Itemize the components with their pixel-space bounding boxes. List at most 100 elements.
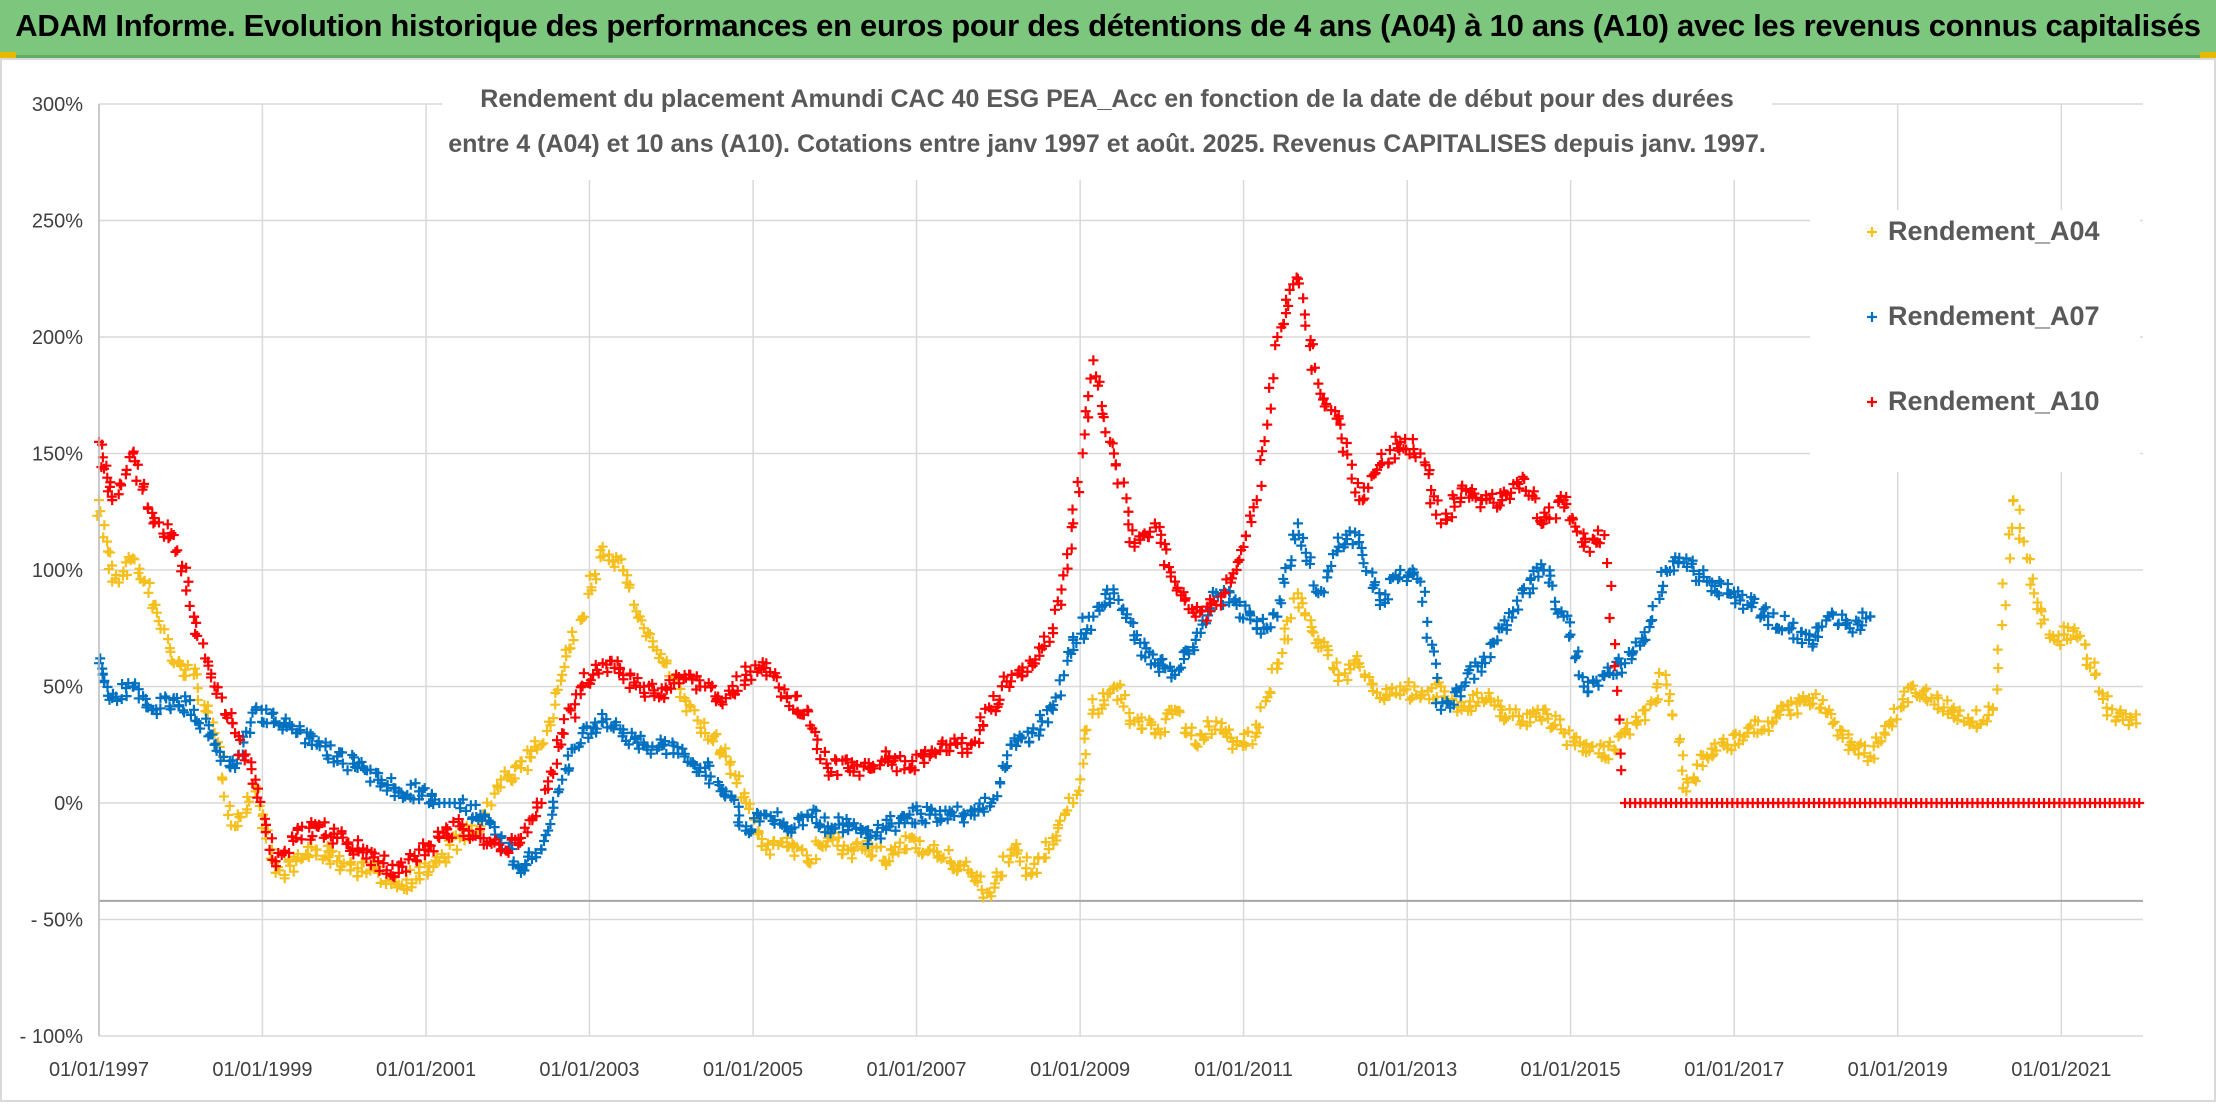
data-point <box>323 753 334 764</box>
data-point <box>1257 446 1268 457</box>
data-point <box>553 787 564 798</box>
data-point <box>1203 721 1214 732</box>
data-point <box>1975 718 1986 729</box>
data-point <box>1390 431 1401 442</box>
data-point <box>262 825 273 836</box>
data-point <box>1298 293 1309 304</box>
data-point <box>841 754 852 765</box>
data-point <box>1555 714 1566 725</box>
data-point <box>862 838 873 849</box>
data-point <box>1080 406 1091 417</box>
data-point <box>455 803 466 814</box>
data-point <box>519 865 530 876</box>
data-point <box>647 636 658 647</box>
data-point <box>264 844 275 855</box>
data-point <box>597 709 608 720</box>
data-point <box>1028 723 1039 734</box>
data-point <box>1242 726 1253 737</box>
data-point <box>284 848 295 859</box>
data-point <box>1011 740 1022 751</box>
data-point <box>715 696 726 707</box>
data-point <box>1571 526 1582 537</box>
data-point <box>545 720 556 731</box>
data-point <box>1055 815 1066 826</box>
data-point <box>1080 749 1091 760</box>
data-point <box>1184 648 1195 659</box>
data-point <box>99 675 110 686</box>
data-point <box>365 764 376 775</box>
data-point <box>1055 690 1066 701</box>
data-point <box>1284 284 1295 295</box>
data-point <box>239 755 250 766</box>
data-point <box>1083 391 1094 402</box>
data-point <box>1051 830 1062 841</box>
data-point <box>1681 786 1692 797</box>
data-point <box>106 491 117 502</box>
data-point <box>336 828 347 839</box>
data-point <box>1357 549 1368 560</box>
data-point <box>1422 616 1433 627</box>
data-point <box>1160 663 1171 674</box>
data-point <box>1604 613 1615 624</box>
data-point <box>233 731 244 742</box>
data-point <box>1609 661 1620 672</box>
data-point <box>623 739 634 750</box>
data-point <box>1551 513 1562 524</box>
data-point <box>192 683 203 694</box>
data-point <box>789 822 800 833</box>
data-point <box>632 673 643 684</box>
data-point <box>917 849 928 860</box>
data-point <box>163 634 174 645</box>
data-point <box>1278 573 1289 584</box>
data-point <box>1170 576 1181 587</box>
data-point <box>1147 649 1158 660</box>
data-point <box>1513 478 1524 489</box>
data-point <box>1346 459 1357 470</box>
data-point <box>1359 493 1370 504</box>
data-point <box>1335 419 1346 430</box>
data-point <box>1281 294 1292 305</box>
data-point <box>1383 457 1394 468</box>
data-point <box>1420 460 1431 471</box>
data-point <box>1807 698 1818 709</box>
data-point <box>1121 493 1132 504</box>
data-point <box>1810 689 1821 700</box>
data-point <box>1842 617 1853 628</box>
data-point <box>1224 724 1235 735</box>
data-point <box>307 831 318 842</box>
data-point <box>1128 618 1139 629</box>
data-point <box>792 690 803 701</box>
data-point <box>1561 498 1572 509</box>
data-point <box>1367 567 1378 578</box>
data-point <box>833 832 844 843</box>
data-point <box>1190 739 1201 750</box>
data-point <box>507 859 518 870</box>
data-point <box>1081 724 1092 735</box>
data-point <box>689 705 700 716</box>
data-point <box>137 484 148 495</box>
data-point <box>958 808 969 819</box>
x-tick-label: 01/01/1999 <box>212 1059 312 1081</box>
data-point <box>1471 687 1482 698</box>
data-point <box>303 852 314 863</box>
data-point <box>1419 586 1430 597</box>
data-point <box>1113 594 1124 605</box>
x-tick-label: 01/01/2005 <box>703 1059 803 1081</box>
data-point <box>131 475 142 486</box>
data-point <box>1827 718 1838 729</box>
data-point <box>1616 667 1627 678</box>
data-point <box>618 674 629 685</box>
data-point <box>854 770 865 781</box>
x-tick-label: 01/01/2019 <box>1848 1059 1948 1081</box>
data-point <box>1677 765 1688 776</box>
data-point <box>373 867 384 878</box>
data-point <box>1602 558 1613 569</box>
data-point <box>1116 693 1127 704</box>
data-point <box>2091 668 2102 679</box>
data-point <box>1571 651 1582 662</box>
data-point <box>1723 588 1734 599</box>
data-point <box>1088 704 1099 715</box>
data-point <box>1232 556 1243 567</box>
data-point <box>979 792 990 803</box>
data-point <box>1690 776 1701 787</box>
